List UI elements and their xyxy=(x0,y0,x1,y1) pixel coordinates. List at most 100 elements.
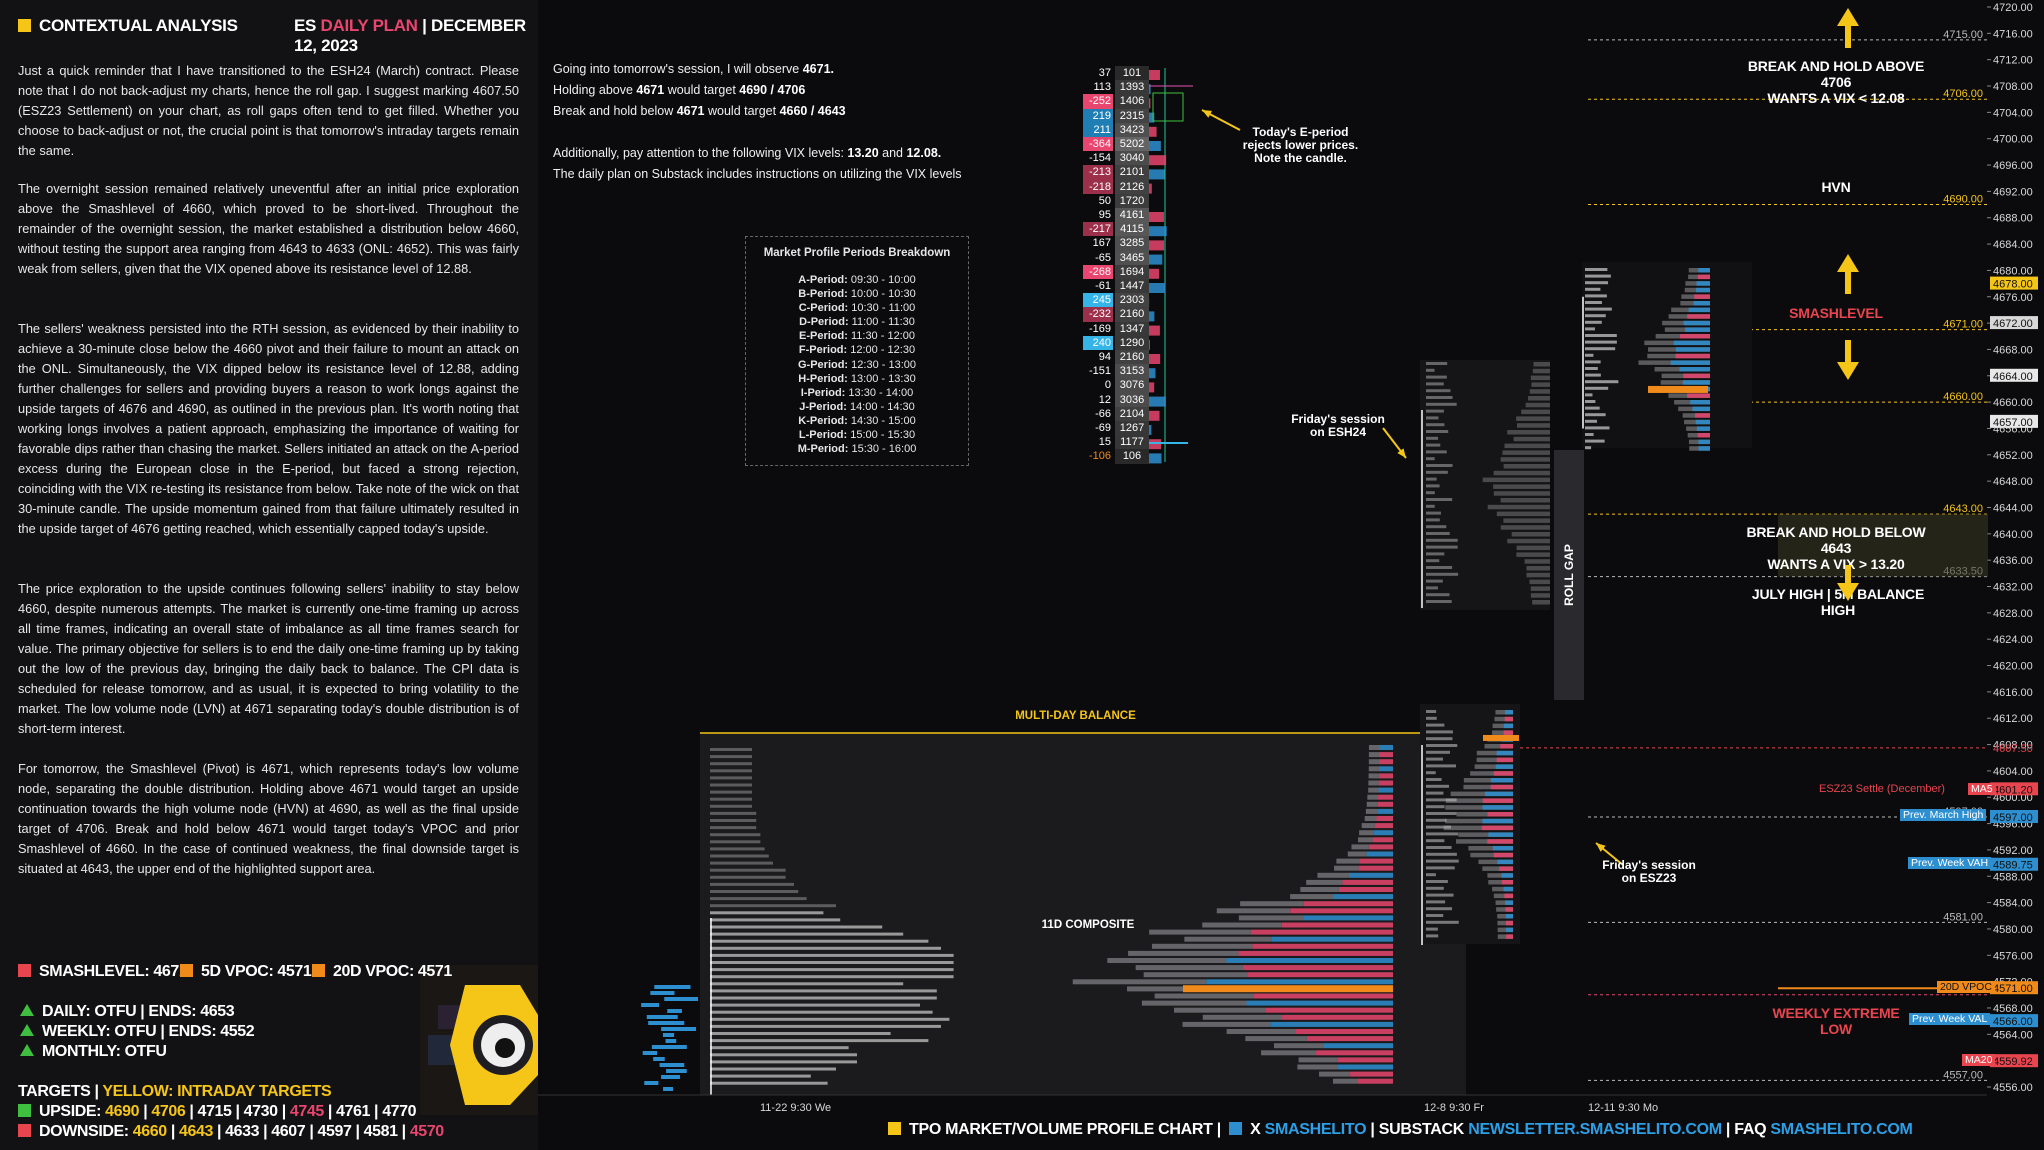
left-volume-bar xyxy=(641,1003,660,1007)
esh-volume-bar xyxy=(1503,518,1550,523)
profile-bar xyxy=(1144,325,1160,336)
delta-value: 12 xyxy=(1098,393,1111,406)
delta-row: 15 1177 xyxy=(1083,435,1193,450)
esz-tpo-row xyxy=(1426,791,1444,795)
esz-delta-bar xyxy=(1505,710,1513,715)
today-tpo-row xyxy=(1585,347,1616,351)
esz-delta-bar xyxy=(1493,852,1513,858)
composite-tpo-row xyxy=(710,1053,857,1057)
profile-bar xyxy=(1144,354,1161,364)
plan-line-4: Additionally, pay attention to the follo… xyxy=(553,146,942,160)
composite-tpo-row xyxy=(710,1046,849,1050)
esz-volume-bar xyxy=(1478,859,1513,865)
esz-tpo-row xyxy=(1426,907,1453,911)
left-volume-bar xyxy=(659,1063,685,1067)
break-below-label: BREAK AND HOLD BELOW 4643 WANTS A VIX > … xyxy=(1746,524,1926,572)
esz-poc-bar xyxy=(1483,734,1519,741)
axis-tick-label: 4584.00 xyxy=(1993,898,2033,910)
esz-tpo-row xyxy=(1426,825,1451,829)
esz-volume-bar xyxy=(1445,805,1513,810)
axis-tick-label: 4588.00 xyxy=(1993,871,2033,883)
composite-volume-bar xyxy=(1347,851,1367,857)
esh-tpo-row xyxy=(1426,416,1439,420)
composite-delta-bar xyxy=(1323,1043,1393,1049)
ma20-tag: MA20 xyxy=(1962,1054,1996,1066)
esh-volume-bar xyxy=(1530,375,1550,381)
price-tag-bg xyxy=(1990,782,2038,796)
price-tag: 4597.00 xyxy=(1993,812,2033,824)
esh-volume-bar xyxy=(1529,579,1550,585)
hvn-label: HVN xyxy=(1821,179,1851,195)
axis-tick-label: 4720.00 xyxy=(1993,2,2033,14)
faq-link[interactable]: SMASHELITO.COM xyxy=(1770,1121,1913,1138)
esh-volume-bar xyxy=(1526,572,1550,578)
composite-volume-bar xyxy=(1368,780,1379,786)
esz-tpo-row xyxy=(1426,920,1459,924)
composite-delta-bar xyxy=(1368,844,1393,850)
today-delta-bar xyxy=(1690,400,1710,405)
delta-row: 37 101 xyxy=(1083,66,1193,81)
esz-volume-bar xyxy=(1495,710,1513,715)
substack-link[interactable]: NEWSLETTER.SMASHELITO.COM xyxy=(1468,1121,1722,1138)
esh-volume-bar xyxy=(1500,457,1550,462)
esh-tpo-row xyxy=(1426,368,1435,372)
composite-volume-bar xyxy=(1298,1057,1338,1063)
esz-tpo-row xyxy=(1426,859,1459,863)
period-row: E-Period: 11:30 - 12:00 xyxy=(799,330,915,343)
composite-volume-bar xyxy=(1261,1050,1317,1056)
delta-row: -69 1267 xyxy=(1083,421,1193,436)
composite-delta-bar xyxy=(1378,752,1393,758)
composite-volume-bar xyxy=(1226,1029,1296,1034)
esh-volume-bar xyxy=(1502,450,1550,455)
delta-row: 0 3076 xyxy=(1083,378,1193,393)
delta-row: -268 1694 xyxy=(1083,264,1193,279)
esh-tpo-row xyxy=(1426,450,1447,454)
composite-volume-bar xyxy=(1240,901,1304,907)
esz-settle-label: ESZ23 Settle (December) xyxy=(1819,783,1945,795)
targets-upside: UPSIDE: 4690 | 4706 | 4715 | 4730 | 4745… xyxy=(18,1103,417,1121)
price-tag-bg xyxy=(1990,1054,2038,1068)
composite-delta-bar xyxy=(1359,858,1393,864)
esz-delta-bar xyxy=(1505,907,1513,912)
esz-delta-bar xyxy=(1503,886,1513,892)
composite-delta-bar xyxy=(1303,915,1393,921)
ma5-tag: MA5 xyxy=(1968,783,1996,795)
composite-tpo-row xyxy=(710,762,752,766)
support-band xyxy=(1778,514,1988,577)
composite-volume-bar xyxy=(1128,950,1239,956)
composite-tpo-row xyxy=(710,953,954,957)
composite-delta-bar xyxy=(1378,773,1393,779)
red-square-icon xyxy=(18,964,31,977)
esh-volume-bar xyxy=(1530,593,1550,598)
esz-volume-bar xyxy=(1492,723,1513,729)
composite-volume-bar xyxy=(1135,965,1243,971)
volume-value: 2104 xyxy=(1115,406,1149,421)
composite-volume-bar xyxy=(1149,929,1251,935)
esh-tpo-row xyxy=(1426,430,1449,433)
target-value: 4597 xyxy=(317,1123,352,1140)
composite-volume-bar xyxy=(1368,759,1379,765)
delta-row: -232 2160 xyxy=(1083,307,1193,322)
volume-value: 1393 xyxy=(1115,80,1149,95)
x-handle-link[interactable]: SMASHELITO xyxy=(1264,1121,1367,1138)
left-volume-bar xyxy=(661,1075,680,1079)
esz-tpo-row xyxy=(1426,893,1454,897)
today-delta-bar xyxy=(1697,433,1710,438)
composite-delta-bar xyxy=(1306,1036,1393,1042)
esh-tpo-row xyxy=(1426,457,1435,461)
composite-delta-bar xyxy=(1377,808,1393,814)
axis-tick-label: 4640.00 xyxy=(1993,529,2033,541)
volume-value: 1347 xyxy=(1115,321,1149,336)
today-tpo-row xyxy=(1585,419,1598,423)
periods-list: A-Period: 09:30 - 10:00 B-Period: 10:00 -… xyxy=(746,273,968,456)
composite-volume-bar xyxy=(1245,1036,1307,1042)
break-above-label: BREAK AND HOLD ABOVE 4706 WANTS A VIX < … xyxy=(1747,58,1925,106)
axis-tick-label: 4660.00 xyxy=(1993,397,2033,409)
esz-tpo-row xyxy=(1426,730,1453,734)
period-row: B-Period: 10:00 - 10:30 xyxy=(798,288,916,301)
axis-tick-label: 4712.00 xyxy=(1993,55,2033,67)
volume-value: 3040 xyxy=(1115,151,1149,166)
esz-delta-bar xyxy=(1504,893,1513,899)
esh-tpo-row xyxy=(1426,375,1447,379)
volume-value: 1720 xyxy=(1115,193,1149,208)
